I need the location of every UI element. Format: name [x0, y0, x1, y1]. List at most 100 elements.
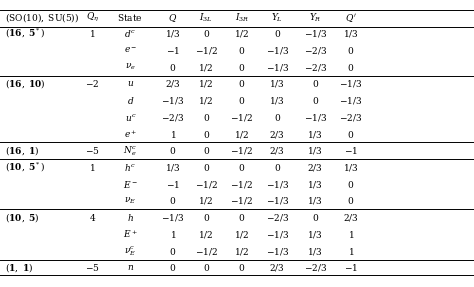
Text: $-2/3$: $-2/3$ — [303, 262, 327, 274]
Text: $1/2$: $1/2$ — [234, 129, 249, 139]
Text: $0$: $0$ — [238, 162, 246, 173]
Text: $0$: $0$ — [202, 112, 210, 123]
Text: $1/3$: $1/3$ — [165, 162, 181, 173]
Text: $1/3$: $1/3$ — [307, 246, 323, 257]
Text: $1/2$: $1/2$ — [234, 229, 249, 240]
Text: $-1/2$: $-1/2$ — [230, 195, 253, 206]
Text: $4$: $4$ — [89, 212, 96, 223]
Text: $N_e^c$: $N_e^c$ — [123, 144, 137, 158]
Text: $1/3$: $1/3$ — [307, 195, 323, 206]
Text: $0$: $0$ — [169, 262, 177, 274]
Text: $-1/3$: $-1/3$ — [339, 78, 363, 89]
Text: $1$: $1$ — [89, 162, 96, 173]
Text: $Y_R$: $Y_R$ — [309, 11, 321, 24]
Text: $0$: $0$ — [238, 62, 246, 73]
Text: $1$: $1$ — [347, 229, 354, 240]
Text: $2/3$: $2/3$ — [165, 78, 181, 89]
Text: $h$: $h$ — [127, 212, 134, 223]
Text: $-1/2$: $-1/2$ — [195, 179, 218, 190]
Text: $(\mathbf{10},\ \mathbf{5}^*)$: $(\mathbf{10},\ \mathbf{5}^*)$ — [5, 161, 45, 174]
Text: $-1/3$: $-1/3$ — [161, 95, 185, 106]
Text: $0$: $0$ — [202, 28, 210, 39]
Text: $0$: $0$ — [311, 212, 319, 223]
Text: $0$: $0$ — [347, 45, 355, 56]
Text: $1/2$: $1/2$ — [199, 62, 214, 73]
Text: $-1$: $-1$ — [166, 45, 180, 56]
Text: $0$: $0$ — [238, 45, 246, 56]
Text: $-1/3$: $-1/3$ — [265, 179, 289, 190]
Text: $0$: $0$ — [273, 162, 281, 173]
Text: $0$: $0$ — [169, 62, 177, 73]
Text: $0$: $0$ — [169, 145, 177, 156]
Text: $(\mathbf{10},\ \mathbf{5})$: $(\mathbf{10},\ \mathbf{5})$ — [5, 211, 39, 224]
Text: $1/3$: $1/3$ — [307, 129, 323, 139]
Text: $d$: $d$ — [127, 95, 134, 106]
Text: $-2$: $-2$ — [85, 78, 100, 89]
Text: $2/3$: $2/3$ — [269, 262, 285, 274]
Text: $Q$: $Q$ — [168, 12, 178, 24]
Text: $1/3$: $1/3$ — [343, 28, 359, 39]
Text: $1$: $1$ — [170, 129, 176, 139]
Text: $Q'$: $Q'$ — [345, 12, 356, 24]
Text: $\nu_e$: $\nu_e$ — [125, 62, 136, 72]
Text: $1/2$: $1/2$ — [199, 78, 214, 89]
Text: $0$: $0$ — [273, 112, 281, 123]
Text: $0$: $0$ — [347, 179, 355, 190]
Text: $-2/3$: $-2/3$ — [161, 112, 185, 123]
Text: $-2/3$: $-2/3$ — [265, 212, 289, 223]
Text: $-1$: $-1$ — [344, 145, 358, 156]
Text: $1/3$: $1/3$ — [307, 229, 323, 240]
Text: $0$: $0$ — [311, 95, 319, 106]
Text: $\nu_E^c$: $\nu_E^c$ — [124, 245, 137, 258]
Text: $-1/2$: $-1/2$ — [230, 179, 253, 190]
Text: $Q_\eta$: $Q_\eta$ — [86, 11, 99, 24]
Text: $E^-$: $E^-$ — [123, 179, 138, 190]
Text: $1/2$: $1/2$ — [234, 246, 249, 257]
Text: $-1/3$: $-1/3$ — [265, 229, 289, 240]
Text: $-1/3$: $-1/3$ — [265, 195, 289, 206]
Text: $1/2$: $1/2$ — [199, 229, 214, 240]
Text: $I_{3R}$: $I_{3R}$ — [235, 11, 249, 24]
Text: $2/3$: $2/3$ — [269, 129, 285, 139]
Text: $1/3$: $1/3$ — [343, 162, 359, 173]
Text: $0$: $0$ — [202, 262, 210, 274]
Text: $0$: $0$ — [202, 145, 210, 156]
Text: $(\mathrm{SO}(10),\ \mathrm{SU}(5))$: $(\mathrm{SO}(10),\ \mathrm{SU}(5))$ — [5, 11, 79, 24]
Text: $2/3$: $2/3$ — [343, 212, 359, 223]
Text: $-1/3$: $-1/3$ — [339, 95, 363, 106]
Text: $1/2$: $1/2$ — [199, 95, 214, 106]
Text: $-1/3$: $-1/3$ — [161, 212, 185, 223]
Text: $E^+$: $E^+$ — [123, 228, 138, 240]
Text: $-1/3$: $-1/3$ — [303, 28, 327, 39]
Text: $1/3$: $1/3$ — [269, 78, 285, 89]
Text: $-2/3$: $-2/3$ — [339, 112, 363, 123]
Text: $0$: $0$ — [202, 162, 210, 173]
Text: $-1/2$: $-1/2$ — [195, 246, 218, 257]
Text: $1$: $1$ — [347, 246, 354, 257]
Text: $1/3$: $1/3$ — [269, 95, 285, 106]
Text: $1$: $1$ — [89, 28, 96, 39]
Text: $-1/3$: $-1/3$ — [265, 45, 289, 56]
Text: $0$: $0$ — [238, 95, 246, 106]
Text: $-1$: $-1$ — [344, 262, 358, 274]
Text: $u$: $u$ — [127, 79, 134, 88]
Text: $-1/3$: $-1/3$ — [265, 62, 289, 73]
Text: $1/3$: $1/3$ — [307, 145, 323, 156]
Text: $u^c$: $u^c$ — [125, 112, 136, 123]
Text: $1/2$: $1/2$ — [199, 195, 214, 206]
Text: $0$: $0$ — [311, 78, 319, 89]
Text: $-2/3$: $-2/3$ — [303, 45, 327, 56]
Text: $0$: $0$ — [347, 129, 355, 139]
Text: $0$: $0$ — [347, 62, 355, 73]
Text: $2/3$: $2/3$ — [269, 145, 285, 156]
Text: $0$: $0$ — [202, 129, 210, 139]
Text: $e^+$: $e^+$ — [124, 128, 137, 140]
Text: $h^c$: $h^c$ — [124, 162, 137, 173]
Text: $d^c$: $d^c$ — [124, 28, 137, 39]
Text: $(\mathbf{16},\ \mathbf{10})$: $(\mathbf{16},\ \mathbf{10})$ — [5, 77, 46, 90]
Text: $-5$: $-5$ — [85, 262, 100, 274]
Text: $-1/2$: $-1/2$ — [230, 145, 253, 156]
Text: $1/2$: $1/2$ — [234, 28, 249, 39]
Text: $-1/2$: $-1/2$ — [195, 45, 218, 56]
Text: $0$: $0$ — [202, 212, 210, 223]
